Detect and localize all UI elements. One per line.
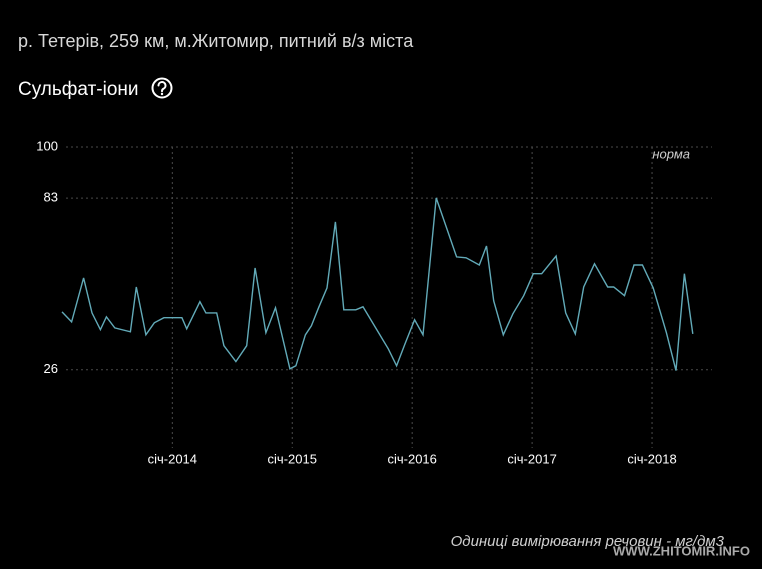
units-note: Одиниці вимірювання речовин - мг/дм3 xyxy=(451,533,725,550)
y-tick-label: 26 xyxy=(44,361,58,376)
x-tick-label: січ-2018 xyxy=(627,451,676,466)
x-tick-label: січ-2015 xyxy=(268,451,317,466)
data-line xyxy=(61,197,694,371)
watermark: WWW.ZHITOMIR.INFO xyxy=(613,543,750,558)
chart-title: Сульфат-іони xyxy=(18,79,139,100)
page-title: р. Тетерів, 259 км, м.Житомир, питний в/… xyxy=(18,31,414,51)
norm-label: норма xyxy=(652,146,690,161)
y-tick-label: 100 xyxy=(36,138,58,153)
x-tick-label: січ-2014 xyxy=(148,451,197,466)
x-tick-label: січ-2017 xyxy=(507,451,556,466)
help-icon[interactable] xyxy=(151,77,173,99)
y-tick-label: 83 xyxy=(44,190,58,205)
x-tick-label: січ-2016 xyxy=(387,451,436,466)
